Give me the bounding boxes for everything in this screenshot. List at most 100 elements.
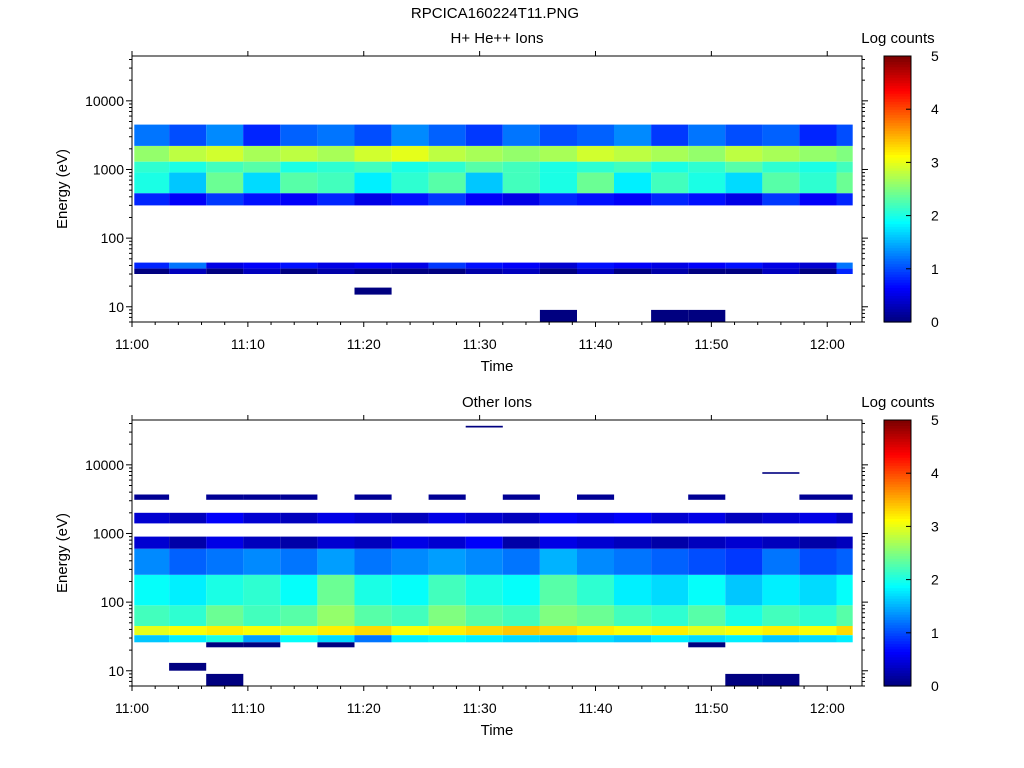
colorbar-swatch [884, 420, 911, 424]
colorbar-swatch [884, 638, 911, 642]
data-cell [577, 512, 615, 524]
data-cell [762, 124, 800, 146]
x-tick-label: 11:30 [463, 336, 497, 352]
data-cell [688, 548, 726, 575]
colorbar-swatch [884, 314, 911, 318]
colorbar-swatch [884, 587, 911, 591]
plot-frame [131, 419, 863, 687]
data-cell [280, 193, 318, 206]
data-cell [762, 635, 800, 643]
data-cell [762, 574, 800, 606]
colorbar-swatch [884, 518, 911, 522]
data-cell [725, 146, 763, 162]
colorbar-swatch [884, 435, 911, 440]
data-cell [539, 172, 577, 194]
colorbar-swatch [884, 167, 911, 171]
colorbar-swatch [884, 178, 911, 182]
colorbar-swatch [884, 252, 911, 257]
data-cell [651, 548, 689, 575]
colorbar-swatch [884, 71, 911, 76]
data-cell [688, 146, 726, 162]
colorbar-swatch [884, 127, 911, 132]
colorbar-swatch [884, 117, 911, 121]
data-cell [836, 161, 853, 173]
data-cell [651, 146, 689, 162]
data-cell [725, 268, 763, 274]
data-cell [317, 625, 355, 636]
colorbar-swatch [884, 109, 911, 113]
data-cell [391, 193, 429, 206]
data-cell [799, 161, 837, 173]
colorbar-swatch [884, 138, 911, 142]
colorbar-swatch [884, 319, 911, 323]
data-cell [317, 193, 355, 206]
colorbar-tick-label: 3 [931, 518, 939, 534]
colorbar-swatch [884, 651, 911, 655]
data-cell [614, 574, 652, 606]
data-cell [725, 124, 763, 146]
colorbar-swatch [884, 242, 911, 246]
data-cell [614, 172, 652, 194]
y-tick-label: 10000 [85, 457, 124, 473]
colorbar-swatch [884, 542, 911, 546]
colorbar-swatch [884, 85, 911, 89]
colorbar-swatch [884, 635, 911, 639]
data-cell [169, 172, 207, 194]
colorbar-swatch [884, 499, 911, 504]
data-cell [725, 574, 763, 606]
data-cell [651, 605, 689, 626]
spectrogram-svg: 11:00 11:10 11:20 11:30 11:40 11:50 12:00 Time 1… [54, 412, 939, 739]
data-cell [651, 574, 689, 606]
x-tick-label: 11:30 [463, 700, 497, 716]
colorbar-swatch [884, 646, 911, 650]
colorbar-swatch [884, 470, 911, 474]
data-cell [762, 625, 800, 636]
colorbar-swatch [884, 157, 911, 161]
data-cell [725, 673, 763, 686]
colorbar-swatch [884, 563, 911, 567]
data-cell [836, 146, 853, 162]
colorbar-swatch [884, 568, 911, 573]
colorbar-swatch [884, 210, 911, 214]
data-cell [317, 548, 355, 575]
data-cell [502, 268, 540, 274]
colorbar-swatch [884, 218, 911, 222]
data-cell [799, 193, 837, 206]
x-tick-label: 11:00 [115, 336, 149, 352]
colorbar-swatch [884, 279, 911, 283]
data-cell [134, 536, 170, 549]
data-cell [354, 635, 392, 643]
data-cell [577, 172, 615, 194]
colorbar-swatch [884, 165, 911, 169]
colorbar-swatch [884, 529, 911, 533]
data-cell [428, 193, 466, 206]
data-cell [354, 193, 392, 206]
colorbar-swatch [884, 457, 911, 461]
colorbar-swatch [884, 510, 911, 514]
data-cell [762, 605, 800, 626]
data-cell [243, 161, 281, 173]
figure-title: RPCICA160224T11.PNG [410, 5, 580, 22]
data-cell [134, 494, 170, 500]
colorbar-swatch [884, 146, 911, 150]
data-cell [762, 172, 800, 194]
data-cell [354, 605, 392, 626]
colorbar-swatch [884, 590, 911, 594]
data-cell [577, 146, 615, 162]
data-cell [317, 635, 355, 643]
data-cell [354, 548, 392, 575]
panel-h-he-ions: H+ He++ Ions Log counts 11:00 11:10 11:20 1… [54, 30, 939, 375]
colorbar-swatch [884, 154, 911, 158]
colorbar-frame [883, 419, 912, 687]
data-cell [725, 548, 763, 575]
data-cell [539, 193, 577, 206]
data-cell [169, 574, 207, 606]
colorbar-swatch [884, 111, 911, 116]
data-cell [539, 161, 577, 173]
data-cell [836, 262, 853, 269]
colorbar-swatch [884, 90, 911, 94]
colorbar-tick-label: 4 [931, 465, 939, 481]
colorbar-swatch [884, 228, 911, 233]
colorbar-swatch [884, 534, 911, 538]
colorbar-swatch [884, 648, 911, 653]
